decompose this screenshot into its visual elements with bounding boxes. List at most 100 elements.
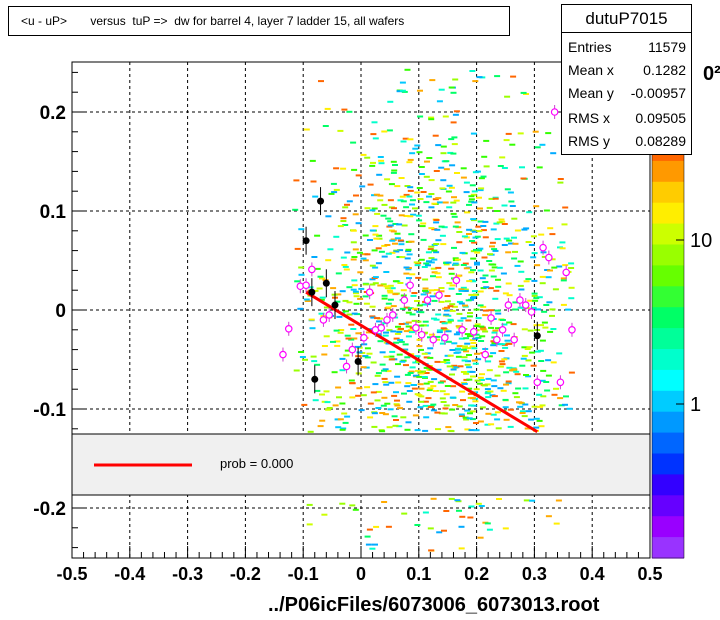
- heatmap-cell: [393, 403, 400, 406]
- heatmap-cell: [508, 200, 515, 203]
- heatmap-cell: [491, 331, 498, 334]
- heatmap-cell: [460, 264, 467, 266]
- heatmap-cell: [381, 203, 388, 206]
- heatmap-cell: [494, 238, 501, 241]
- heatmap-cell: [348, 379, 355, 382]
- heatmap-cell: [481, 256, 488, 259]
- magenta-point: [550, 108, 559, 116]
- heatmap-cell: [406, 390, 413, 392]
- heatmap-cell: [341, 412, 348, 415]
- heatmap-cell: [385, 525, 392, 528]
- heatmap-cell: [433, 243, 440, 245]
- x-tick-label: -0.4: [114, 564, 145, 584]
- heatmap-cell: [314, 363, 321, 366]
- heatmap-cell: [387, 220, 394, 223]
- heatmap-cell: [505, 382, 512, 385]
- heatmap-cell: [502, 346, 509, 349]
- magenta-point: [412, 324, 420, 332]
- heatmap-cell: [478, 187, 485, 190]
- heatmap-cell: [533, 417, 540, 420]
- heatmap-cell: [364, 347, 371, 350]
- heatmap-cell: [487, 287, 494, 290]
- heatmap-cell: [519, 364, 526, 367]
- heatmap-cell: [310, 355, 317, 358]
- heatmap-cell: [418, 395, 425, 398]
- heatmap-cell: [502, 398, 509, 401]
- heatmap-cell: [367, 183, 374, 186]
- heatmap-cell: [557, 178, 564, 180]
- heatmap-cell: [384, 244, 391, 246]
- heatmap-cell: [381, 244, 388, 247]
- heatmap-cell: [382, 334, 389, 337]
- heatmap-cell: [458, 547, 465, 550]
- heatmap-cell: [393, 419, 399, 421]
- heatmap-cell: [545, 276, 552, 279]
- heatmap-cell: [495, 312, 502, 315]
- heatmap-cell: [378, 159, 385, 162]
- heatmap-cell: [349, 396, 356, 399]
- heatmap-cell: [455, 293, 462, 295]
- heatmap-cell: [438, 225, 445, 228]
- heatmap-cell: [497, 387, 504, 390]
- heatmap-cell: [333, 235, 340, 238]
- heatmap-cell: [337, 331, 344, 334]
- heatmap-cell: [497, 365, 504, 368]
- heatmap-cell: [415, 214, 422, 217]
- heatmap-cell: [462, 416, 469, 419]
- heatmap-cell: [341, 264, 348, 266]
- heatmap-cell: [503, 139, 510, 142]
- heatmap-cell: [418, 311, 425, 314]
- heatmap-cell: [460, 317, 467, 320]
- heatmap-cell: [407, 329, 414, 332]
- heatmap-cell: [391, 169, 398, 172]
- heatmap-cell: [401, 224, 408, 227]
- heatmap-cell: [335, 426, 342, 429]
- heatmap-cell: [366, 528, 373, 531]
- heatmap-cell: [298, 228, 305, 231]
- heatmap-cell: [439, 342, 446, 345]
- heatmap-cell: [436, 531, 443, 534]
- heatmap-cell: [491, 395, 498, 398]
- heatmap-cell: [416, 394, 423, 397]
- heatmap-cell: [381, 501, 388, 503]
- heatmap-cell: [369, 283, 376, 286]
- heatmap-cell: [535, 308, 541, 311]
- heatmap-cell: [418, 173, 425, 175]
- heatmap-cell: [372, 383, 379, 386]
- heatmap-cell: [408, 370, 415, 373]
- heatmap-cell: [377, 194, 384, 197]
- magenta-point: [400, 296, 409, 304]
- heatmap-cell: [420, 293, 427, 296]
- heatmap-cell: [427, 248, 434, 251]
- heatmap-cell: [362, 295, 369, 298]
- heatmap-cell: [417, 198, 424, 200]
- heatmap-cell: [541, 255, 548, 258]
- heatmap-cell: [470, 375, 476, 378]
- chart-title: <u - uP> versus tuP => dw for barrel 4, …: [21, 14, 405, 28]
- heatmap-cell: [540, 395, 547, 398]
- heatmap-cell: [512, 392, 519, 395]
- heatmap-cell: [568, 286, 575, 289]
- heatmap-cell: [525, 375, 532, 378]
- heatmap-cell: [509, 205, 516, 207]
- heatmap-cell: [448, 86, 455, 89]
- heatmap-cell: [467, 516, 474, 519]
- heatmap-cell: [447, 354, 454, 357]
- heatmap-cell: [317, 275, 324, 278]
- heatmap-cell: [423, 366, 430, 369]
- heatmap-cell: [438, 166, 445, 169]
- heatmap-cell: [501, 204, 508, 207]
- heatmap-cell: [450, 212, 457, 215]
- heatmap-cell: [495, 278, 501, 281]
- heatmap-cell: [470, 297, 476, 299]
- heatmap-cell: [330, 340, 336, 343]
- heatmap-cell: [379, 430, 386, 433]
- heatmap-cell: [487, 390, 494, 393]
- heatmap-cell: [466, 354, 472, 356]
- heatmap-cell: [480, 328, 487, 331]
- heatmap-cell: [482, 309, 489, 312]
- heatmap-cell: [462, 262, 469, 265]
- heatmap-cell: [447, 305, 454, 308]
- heatmap-cell: [404, 356, 411, 359]
- heatmap-cell: [416, 219, 423, 222]
